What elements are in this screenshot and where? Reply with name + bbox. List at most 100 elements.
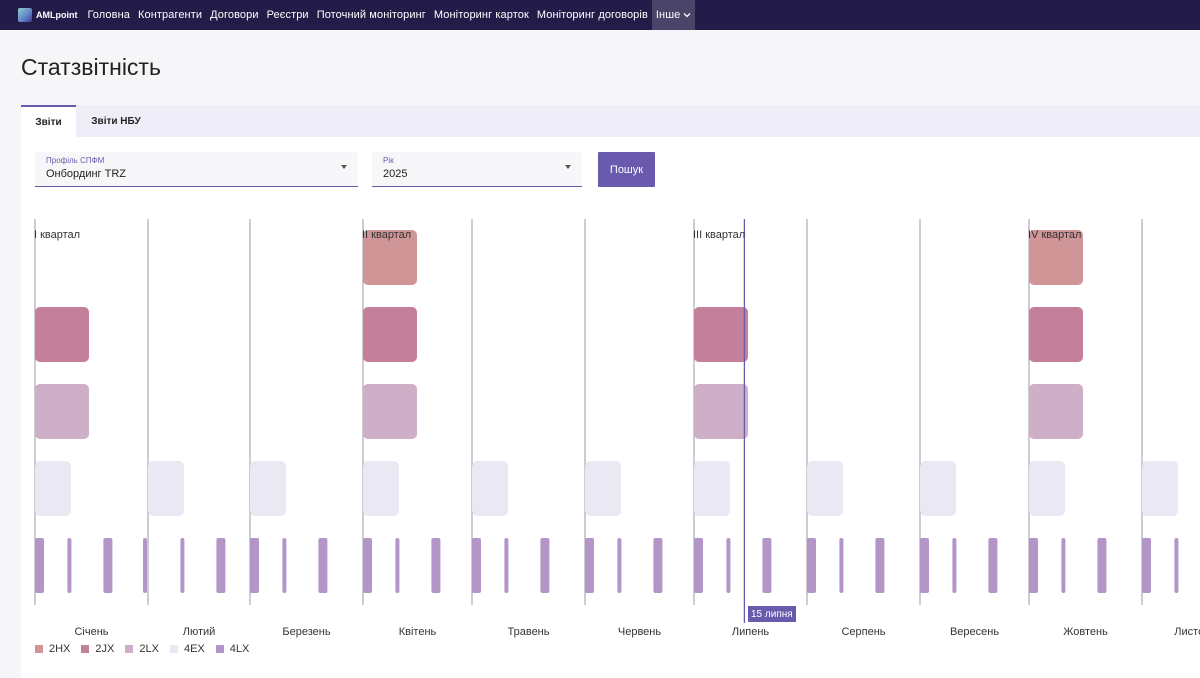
nav-item-more-label: Інше: [655, 9, 681, 21]
month-label: Січень: [74, 626, 109, 638]
bar-2hx: [363, 230, 417, 285]
bar-4lx: [952, 538, 957, 593]
legend-label: 2JX: [95, 643, 115, 655]
bar-4lx: [431, 538, 441, 593]
bar-4lx: [540, 538, 550, 593]
bar-4lx: [143, 538, 147, 593]
reports-timeline-chart: [34, 219, 1179, 623]
bar-4ex: [250, 461, 286, 516]
nav-item-current-monitoring[interactable]: Поточний моніторинг: [316, 9, 426, 21]
legend-swatch: [215, 645, 224, 653]
legend-label: 4LX: [229, 643, 250, 655]
bar-4lx: [807, 538, 816, 593]
bar-4ex: [363, 461, 399, 516]
today-marker-badge: 15 липня: [748, 606, 796, 622]
bar-4lx: [875, 538, 885, 593]
bar-2jx: [35, 307, 89, 362]
legend-label: 2LX: [139, 643, 159, 655]
logo-cube-icon: [18, 8, 32, 22]
nav-item-card-monitoring[interactable]: Моніторинг карток: [433, 9, 529, 21]
bar-4lx: [363, 538, 372, 593]
bar-4lx: [694, 538, 703, 593]
bar-2lx: [363, 384, 417, 439]
tab-bar: Звіти Звіти НБУ: [21, 105, 1200, 137]
bar-4lx: [395, 538, 400, 593]
bar-4lx: [250, 538, 259, 593]
legend-swatch: [125, 645, 134, 653]
quarter-label-4: IV квартал: [1028, 229, 1082, 241]
profile-select-label: Профіль СПФМ: [46, 156, 105, 165]
legend-item-2lx[interactable]: 2LX: [125, 643, 159, 655]
reports-panel: Профіль СПФМ Онбординг TRZ Рік 2025 Пошу…: [21, 137, 1200, 678]
legend-item-4lx[interactable]: 4LX: [215, 643, 250, 655]
bar-4lx: [1029, 538, 1038, 593]
tab-reports[interactable]: Звіти: [21, 105, 76, 137]
bar-4lx: [653, 538, 663, 593]
bar-4lx: [1174, 538, 1179, 593]
month-label: Серпень: [841, 626, 886, 638]
chevron-down-icon: [683, 11, 691, 20]
legend-item-2jx[interactable]: 2JX: [81, 643, 114, 655]
bar-4ex: [148, 461, 184, 516]
month-label: Листопад: [1174, 626, 1200, 638]
nav-item-counterparties[interactable]: Контрагенти: [137, 9, 203, 21]
profile-select[interactable]: Профіль СПФМ Онбординг TRZ: [35, 152, 358, 187]
month-label: Травень: [507, 626, 550, 638]
bar-4lx: [726, 538, 731, 593]
bar-4ex: [694, 461, 730, 516]
bar-4lx: [988, 538, 998, 593]
bar-4ex: [920, 461, 956, 516]
month-label: Червень: [617, 626, 662, 638]
legend-swatch: [35, 645, 43, 653]
app-logo[interactable]: AMLpoint: [18, 8, 77, 22]
month-label: Квітень: [398, 626, 437, 638]
month-label: Вересень: [949, 626, 1000, 638]
nav-item-registries[interactable]: Реєстри: [266, 9, 309, 21]
chart-legend: 2HX 2JX 2LX 4EX 4LX: [35, 643, 260, 655]
bar-4lx: [103, 538, 113, 593]
logo-text: AMLpoint: [36, 10, 78, 20]
bar-4lx: [180, 538, 185, 593]
nav-item-more[interactable]: Інше: [651, 0, 696, 30]
bar-4lx: [35, 538, 44, 593]
top-nav: AMLpoint Головна Контрагенти Договори Ре…: [0, 0, 1200, 30]
bar-4lx: [1061, 538, 1066, 593]
legend-label: 2HX: [49, 643, 71, 655]
bar-4ex: [35, 461, 71, 516]
bar-4lx: [216, 538, 226, 593]
legend-item-4ex[interactable]: 4EX: [169, 643, 205, 655]
bar-2jx: [363, 307, 417, 362]
bar-2lx: [1029, 384, 1083, 439]
tab-nbu-reports[interactable]: Звіти НБУ: [91, 115, 141, 127]
nav-item-home[interactable]: Головна: [87, 9, 130, 21]
nav-item-contract-monitoring[interactable]: Моніторинг договорів: [536, 9, 648, 21]
bar-4lx: [617, 538, 622, 593]
quarter-label-3: III квартал: [693, 229, 746, 241]
bar-4ex: [807, 461, 843, 516]
bar-2jx: [694, 307, 748, 362]
bar-2lx: [35, 384, 89, 439]
nav-item-contracts[interactable]: Договори: [210, 9, 259, 21]
bar-4lx: [1142, 538, 1151, 593]
bar-4lx: [920, 538, 929, 593]
search-button[interactable]: Пошук: [598, 152, 655, 187]
legend-swatch: [81, 645, 90, 653]
month-label: Жовтень: [1063, 626, 1108, 638]
year-select[interactable]: Рік 2025: [372, 152, 582, 187]
year-select-value: 2025: [383, 168, 408, 180]
bar-4lx: [839, 538, 844, 593]
dropdown-arrow-icon: [341, 165, 347, 169]
bar-2jx: [1029, 307, 1083, 362]
legend-swatch: [169, 645, 178, 653]
quarter-label-2: II квартал: [362, 229, 412, 241]
page-title: Статзвітність: [21, 54, 161, 80]
bar-4ex: [472, 461, 508, 516]
legend-item-2hx[interactable]: 2HX: [35, 643, 70, 655]
month-label: Березень: [282, 626, 331, 638]
bar-4lx: [282, 538, 287, 593]
bar-4lx: [762, 538, 772, 593]
bar-2hx: [1029, 230, 1083, 285]
bar-4lx: [504, 538, 509, 593]
bar-4ex: [1029, 461, 1065, 516]
profile-select-value: Онбординг TRZ: [46, 168, 127, 180]
